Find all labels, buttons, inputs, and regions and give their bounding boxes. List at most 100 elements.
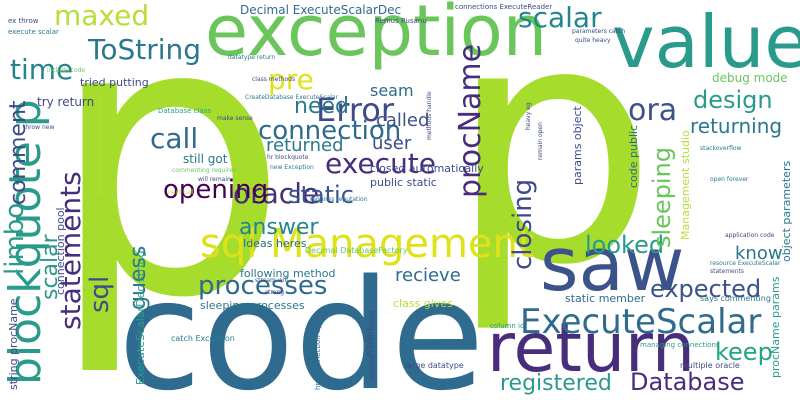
word-oracle: oracle: [233, 177, 320, 210]
word-commenting-requires: commenting requires: [172, 167, 237, 174]
word-statements-small: statements: [710, 268, 745, 275]
word-remain-open: remain open: [537, 122, 544, 160]
word-sql-management: sql Management: [200, 221, 534, 267]
word-hr-blockquote: hr blockquote: [267, 154, 309, 161]
word-tostring: ToString: [88, 33, 202, 66]
word-connection: connection: [258, 116, 402, 146]
word-stream-will: stream will: [255, 277, 288, 284]
word-resource-executescalar: resource ExecuteScalar: [710, 260, 781, 267]
word-remus-rusanu: Remus Rusanu: [375, 17, 427, 25]
word-design: design: [693, 86, 773, 114]
word-execute-scalar: execute scalar: [8, 28, 59, 36]
word-throw-new: throw new: [23, 124, 55, 131]
word-strong: strong: [265, 289, 285, 296]
word-still-got: still got: [183, 152, 228, 166]
word-make-sense: make sense: [217, 115, 253, 122]
word-ex-throw: ex throw: [8, 17, 39, 25]
word-questions: questions: [365, 327, 372, 357]
word-exception: exception: [205, 0, 548, 72]
word-maxed: maxed: [54, 0, 150, 32]
word-scalar-top: scalar: [518, 1, 602, 34]
word-need: need: [294, 94, 349, 119]
word-user: user: [372, 133, 412, 154]
word-know: know: [735, 243, 783, 264]
word-params-object: params object: [571, 106, 584, 185]
word-time: time: [10, 53, 74, 86]
word-static: static: [288, 181, 354, 209]
word-try-return: try return: [37, 95, 95, 109]
word-says-commenting: says commenting: [700, 294, 771, 303]
word-connections-executereader: connections ExecuteReader: [455, 3, 553, 11]
word-new-exception: new Exception: [270, 164, 314, 171]
word-recieve: recieve: [395, 265, 461, 286]
word-quite-heavy: quite heavy: [575, 37, 611, 44]
word-debug-mode: debug mode: [712, 71, 788, 85]
word-string-procname: string procName: [7, 298, 20, 390]
word-application-code: application code: [725, 232, 775, 239]
word-class-gives: class gives: [393, 297, 453, 310]
word-static-member: static member: [565, 292, 646, 305]
word-processes: processes: [198, 271, 328, 301]
word-p-large-right: p: [448, 0, 658, 337]
word-call: call: [150, 122, 199, 155]
word-registered: registered: [500, 371, 612, 396]
word-databasefactory-createdatabase: DatabaseFactory CreateDatabase: [97, 94, 104, 196]
word-procname-params: procName params: [769, 276, 782, 378]
word-executescalardec-string: ExecuteScalarDec string: [134, 250, 147, 385]
word-public-static: public static: [370, 176, 437, 189]
word-opening: opening: [163, 175, 269, 205]
word-saw: saw: [540, 222, 685, 308]
word-ora: ora: [628, 93, 678, 128]
word-decimal-executescalardec: Decimal ExecuteScalarDec: [240, 3, 402, 17]
word-heavy-eg: heavy eg: [525, 102, 532, 130]
word-limbo: limbo: [0, 202, 30, 275]
word-execute: execute: [325, 147, 437, 180]
word-sql: sql: [85, 275, 115, 313]
word-code-public: code public: [627, 124, 640, 188]
word-comment: comment: [6, 100, 31, 205]
word-stackoverflow: stackoverflow: [700, 145, 742, 152]
word-requires-reputation: requires reputation: [310, 196, 368, 203]
word-decimal-databasefactory: Decimal DatabaseFactory: [305, 246, 408, 255]
word-object-parameters: object parameters: [780, 160, 793, 262]
word-error: Error: [316, 91, 394, 129]
word-tried-putting: tried putting: [80, 76, 149, 89]
word-looked: looked: [585, 231, 665, 259]
word-pre: pre: [268, 63, 314, 96]
word-database-class: Database class: [158, 107, 212, 115]
word-connection-pool: connection pool: [54, 207, 67, 295]
word-managing-connections: managing connections: [640, 341, 720, 349]
word-sleeping: sleeping: [648, 146, 676, 248]
word-will-remain: will remain: [198, 176, 231, 183]
word-return: return: [487, 309, 695, 388]
word-closed-automatically: closed automatically: [370, 162, 484, 175]
word-sleeping-processes: sleeping processes: [200, 299, 305, 312]
word-catch-exception: catch Exception: [171, 334, 235, 343]
word-answer: answer: [239, 215, 319, 240]
word-following-method: following method: [240, 267, 336, 280]
word-returned: returned: [266, 135, 344, 156]
word-returning: returning: [690, 114, 783, 138]
word-p-large-left: p: [48, 0, 290, 381]
word-open-forever: open forever: [710, 176, 749, 183]
word-seam: seam: [370, 81, 414, 100]
word-management-studio: Management studio: [679, 130, 692, 240]
word-executescalar: ExecuteScalar: [520, 302, 762, 342]
word-datatype-return: datatype return: [228, 54, 276, 61]
word-database: Database: [630, 368, 745, 396]
word-keep: keep: [715, 338, 773, 366]
word-closing: closing: [508, 178, 538, 270]
word-value: value: [612, 0, 800, 84]
word-code: code: [118, 247, 485, 400]
word-ideas-heres: Ideas heres: [243, 237, 307, 250]
word-multiple-oracle: multiple oracle: [680, 361, 740, 370]
word-column-id: column id: [490, 322, 525, 330]
word-expected: expected: [650, 275, 762, 303]
word-parameters-catch: parameters catch: [572, 28, 626, 35]
word-createdatabase-executescalar: CreateDatabase ExecuteScalar: [245, 94, 339, 101]
word-next-call: next call: [168, 189, 194, 196]
word-called: called: [376, 110, 430, 131]
word-large-datatype: large datatype: [405, 361, 464, 370]
word-href-connection-open: href connection open: [314, 315, 322, 390]
